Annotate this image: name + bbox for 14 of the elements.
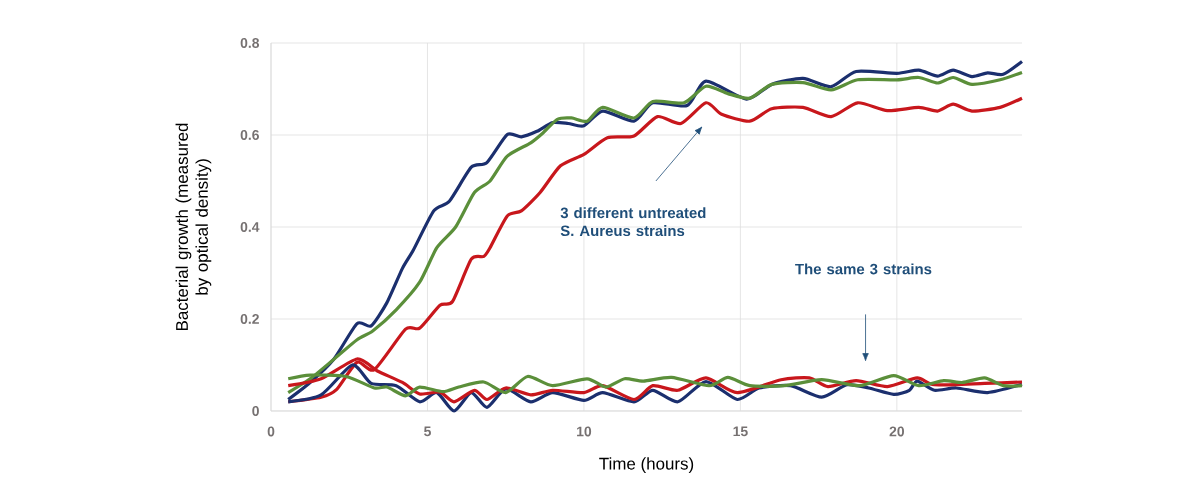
x-tick-label: 20 xyxy=(889,426,905,437)
y-tick-label: 0.8 xyxy=(240,38,260,48)
x-tick-label: 5 xyxy=(424,426,431,437)
x-axis-title: Time (hours) xyxy=(599,457,694,473)
x-tick-label: 0 xyxy=(267,426,275,437)
annotation: 3 different untreated S. Aureus strains xyxy=(560,207,706,237)
x-tick-label: 10 xyxy=(577,426,592,437)
y-tick-label: 0.6 xyxy=(240,130,259,140)
y-tick-label: 0 xyxy=(252,406,259,416)
y-axis-title: Bacterial growth (measured by optical density) xyxy=(175,123,212,331)
annotation: The same 3 strains xyxy=(795,263,932,275)
x-tick-label: 15 xyxy=(733,426,748,437)
y-tick-label: 0.4 xyxy=(240,222,260,232)
y-tick-label: 0.2 xyxy=(240,314,259,324)
